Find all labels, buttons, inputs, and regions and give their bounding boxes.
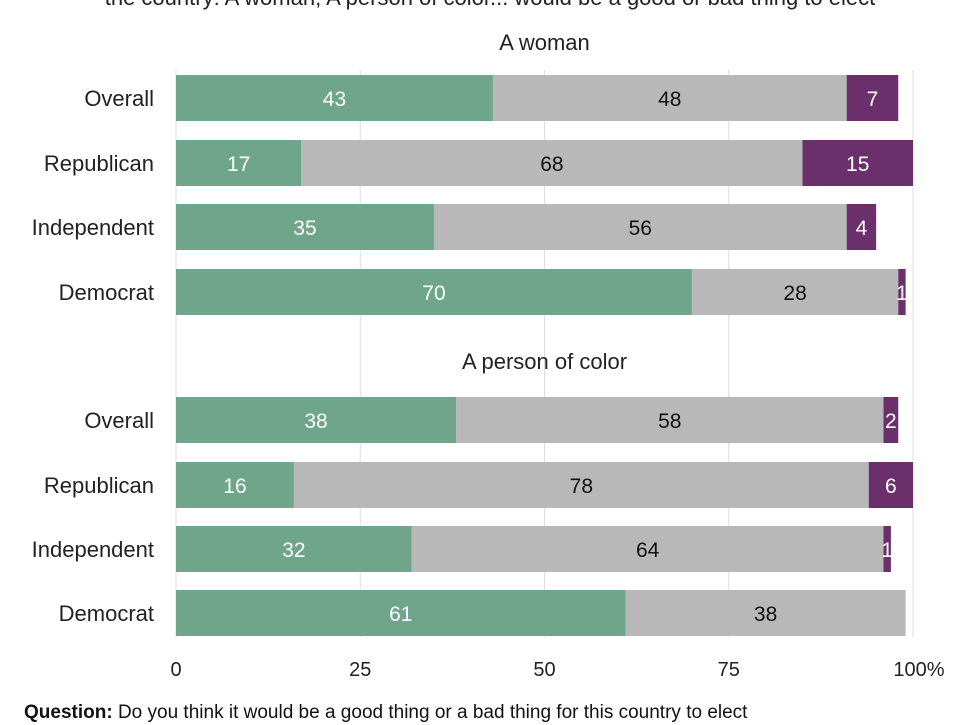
bar-segment-bad <box>868 462 913 508</box>
data-label: 2 <box>885 410 897 433</box>
bar-segment-neutral <box>293 462 869 508</box>
question-text: Question: Do you think it would be a goo… <box>24 701 974 725</box>
bar-segment-good <box>176 462 294 508</box>
data-label: 1 <box>881 539 893 562</box>
bar-segment-neutral <box>456 397 884 443</box>
data-label: 15 <box>846 153 869 176</box>
data-label: 6 <box>885 475 897 498</box>
data-label: 7 <box>867 88 879 111</box>
data-label: 38 <box>304 410 327 433</box>
panel-title: A woman <box>499 30 590 55</box>
data-label: 28 <box>783 282 806 305</box>
category-label: Republican <box>44 473 154 498</box>
bar-segment-good <box>176 590 626 636</box>
data-label: 61 <box>389 603 412 626</box>
data-label: 43 <box>323 88 346 111</box>
bar-segment-neutral <box>301 140 803 186</box>
x-tick-label: 100% <box>893 659 944 681</box>
bar-segment-bad <box>846 75 899 121</box>
bar-segment-good <box>176 397 457 443</box>
data-label: 4 <box>856 217 868 240</box>
bar-segment-bad <box>883 397 899 443</box>
data-label: 1 <box>896 282 908 305</box>
x-tick-label: 75 <box>718 659 740 681</box>
bar-segment-neutral <box>411 526 884 572</box>
bar-segment-good <box>176 75 493 121</box>
data-label: 56 <box>629 217 652 240</box>
question-label: Question: <box>24 702 113 723</box>
category-label: Independent <box>32 537 154 562</box>
chart-title-fragment: the country: A woman; A person of color.… <box>0 0 980 13</box>
bar-segment-bad <box>883 526 891 572</box>
bar-segment-neutral <box>492 75 847 121</box>
data-label: 70 <box>422 282 445 305</box>
bar-segment-good <box>176 526 412 572</box>
bar-segment-good <box>176 269 692 315</box>
category-label: Democrat <box>59 601 154 626</box>
bar-segment-neutral <box>625 590 906 636</box>
bar-segment-bad <box>802 140 913 186</box>
data-label: 64 <box>636 539 660 562</box>
question-body: Do you think it would be a good thing or… <box>117 702 748 723</box>
bar-segment-bad <box>898 269 906 315</box>
bar-segment-good <box>176 204 434 250</box>
panel-title: A person of color <box>462 349 627 374</box>
data-label: 48 <box>658 88 681 111</box>
data-label: 38 <box>754 603 777 626</box>
bar-segment-neutral <box>691 269 899 315</box>
x-tick-label: 25 <box>349 659 371 681</box>
data-label: 16 <box>223 475 246 498</box>
bar-segment-bad <box>846 204 877 250</box>
x-tick-label: 0 <box>170 659 181 681</box>
data-label: 68 <box>540 153 563 176</box>
category-label: Overall <box>84 86 154 111</box>
data-label: 58 <box>658 410 681 433</box>
bar-segment-neutral <box>433 204 847 250</box>
bar-segment-good <box>176 140 302 186</box>
category-label: Overall <box>84 408 154 433</box>
data-label: 17 <box>227 153 250 176</box>
x-tick-label: 50 <box>533 659 555 681</box>
data-label: 32 <box>282 539 305 562</box>
category-label: Democrat <box>59 280 154 305</box>
category-label: Republican <box>44 151 154 176</box>
data-label: 35 <box>293 217 316 240</box>
data-label: 78 <box>570 475 593 498</box>
category-label: Independent <box>32 215 154 240</box>
